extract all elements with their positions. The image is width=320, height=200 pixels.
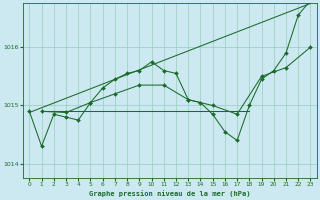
- X-axis label: Graphe pression niveau de la mer (hPa): Graphe pression niveau de la mer (hPa): [89, 190, 251, 197]
